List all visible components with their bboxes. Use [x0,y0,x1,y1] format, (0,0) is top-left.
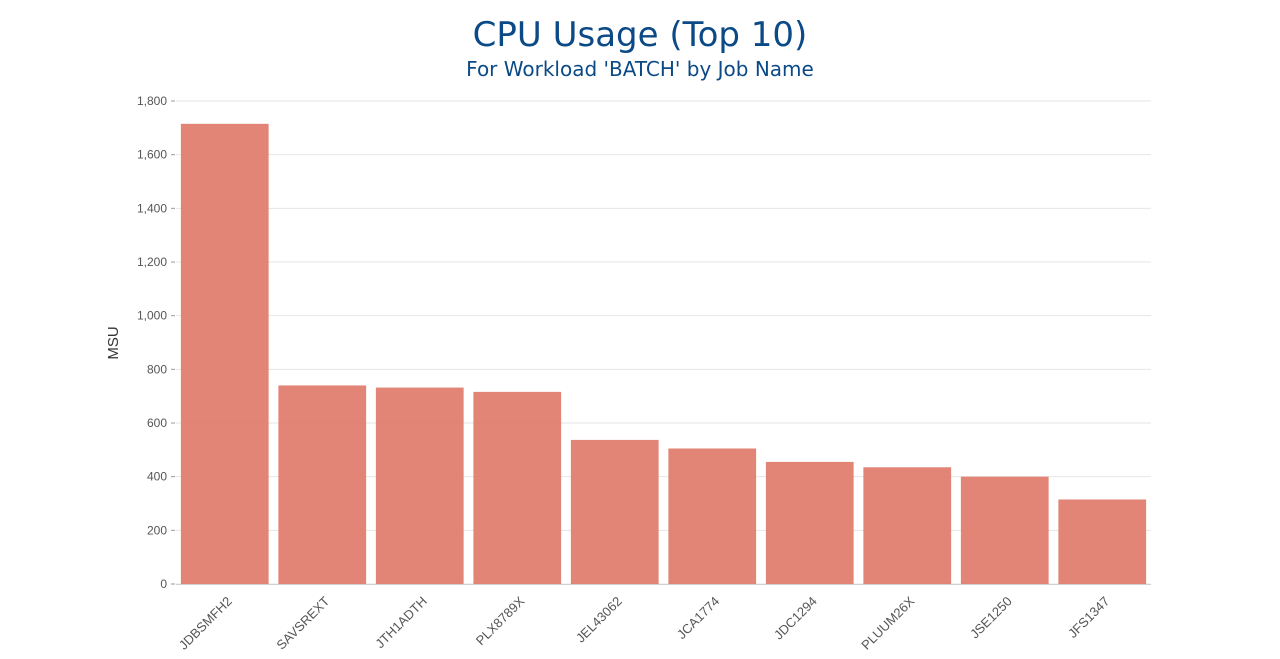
bar[interactable] [180,123,269,584]
y-tick-label: 600 [147,416,167,430]
bar[interactable] [570,439,659,584]
x-tick-label: JCA1774 [674,594,722,642]
y-tick-label: 1,400 [137,201,167,215]
x-tick-label: JSE1250 [967,594,1015,642]
y-axis-title: MSU [105,326,122,359]
x-tick-label: PLX8789X [473,593,528,648]
x-tick-label: PLUUM26X [858,593,917,652]
x-tick-label: JDC1294 [771,594,820,643]
chart-subtitle: For Workload 'BATCH' by Job Name [466,57,814,81]
x-tick-label: JFS1347 [1065,594,1112,641]
y-tick-label: 400 [147,470,167,484]
x-tick-label: SAVSREXT [273,593,332,652]
y-axis: 0 200 400 600 800 1,000 1,200 1,400 1,600 1,800 [137,94,175,591]
bar[interactable] [863,467,952,584]
bars [180,123,1147,584]
y-tick-label: 1,000 [137,309,167,323]
x-tick-label: JTH1ADTH [372,594,430,652]
y-tick-label: 800 [147,362,167,376]
bar[interactable] [473,391,562,584]
bar[interactable] [375,387,464,584]
y-tick-label: 1,800 [137,94,167,108]
x-axis: JDBSMFH2 SAVSREXT JTH1ADTH PLX8789X JEL43062… [176,584,1151,653]
y-tick-label: 200 [147,523,167,537]
gridlines [176,100,1151,585]
x-tick-label: JDBSMFH2 [176,594,235,653]
bar[interactable] [668,448,757,584]
y-tick-label: 0 [160,577,167,591]
bar[interactable] [278,385,367,584]
y-tick-label: 1,600 [137,148,167,162]
y-tick-label: 1,200 [137,255,167,269]
chart-title: CPU Usage (Top 10) [472,15,808,55]
bar[interactable] [1058,499,1147,584]
bar[interactable] [960,476,1049,584]
x-tick-label: JEL43062 [573,594,625,646]
bar[interactable] [765,461,854,584]
